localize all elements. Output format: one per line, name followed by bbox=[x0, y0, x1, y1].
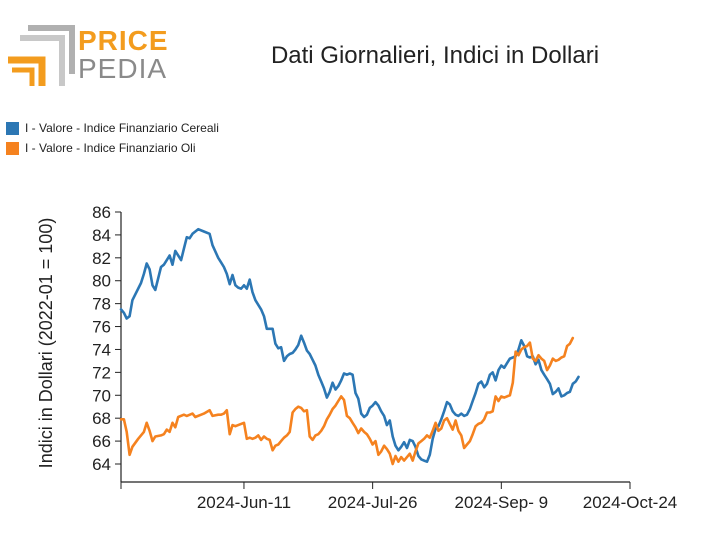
y-tick-label: 78 bbox=[92, 295, 111, 314]
y-tick-label: 82 bbox=[92, 249, 111, 268]
logo-word-price: PRICE bbox=[78, 25, 169, 56]
series-line-oli bbox=[119, 336, 575, 466]
y-tick-label: 84 bbox=[92, 226, 111, 245]
legend-swatch-cereali bbox=[6, 121, 19, 135]
y-tick-label: 70 bbox=[92, 386, 111, 405]
x-tick-label: 2024-Sep- 9 bbox=[455, 493, 549, 512]
legend-item-cereali: I - Valore - Indice Finanziario Cereali bbox=[6, 118, 219, 138]
y-tick-label: 80 bbox=[92, 272, 111, 291]
pricepedia-logo: PRICE PEDIA bbox=[6, 22, 176, 92]
logo-bracket-icon bbox=[8, 25, 75, 86]
legend-swatch-oli bbox=[6, 141, 19, 155]
y-tick-label: 68 bbox=[92, 409, 111, 428]
legend-item-oli: I - Valore - Indice Finanziario Oli bbox=[6, 138, 219, 158]
x-tick-label: 2024-Jul-26 bbox=[328, 493, 418, 512]
y-tick-label: 86 bbox=[92, 203, 111, 222]
series-line-cereali bbox=[119, 227, 580, 463]
legend-label-oli: I - Valore - Indice Finanziario Oli bbox=[25, 141, 196, 155]
y-axis-label: Indici in Dollari (2022-01 = 100) bbox=[36, 218, 56, 469]
y-tick-label: 72 bbox=[92, 363, 111, 382]
y-tick-label: 64 bbox=[92, 455, 111, 474]
y-tick-label: 74 bbox=[92, 340, 111, 359]
y-tick-label: 76 bbox=[92, 318, 111, 337]
legend-label-cereali: I - Valore - Indice Finanziario Cereali bbox=[25, 121, 219, 135]
chart-legend: I - Valore - Indice Finanziario Cereali … bbox=[6, 118, 219, 158]
y-tick-label: 66 bbox=[92, 432, 111, 451]
chart-title: Dati Giornalieri, Indici in Dollari bbox=[270, 42, 600, 69]
x-tick-label: 2024-Oct-24 bbox=[583, 493, 678, 512]
logo-word-pedia: PEDIA bbox=[78, 53, 168, 84]
x-tick-label: 2024-Jun-11 bbox=[197, 493, 291, 512]
